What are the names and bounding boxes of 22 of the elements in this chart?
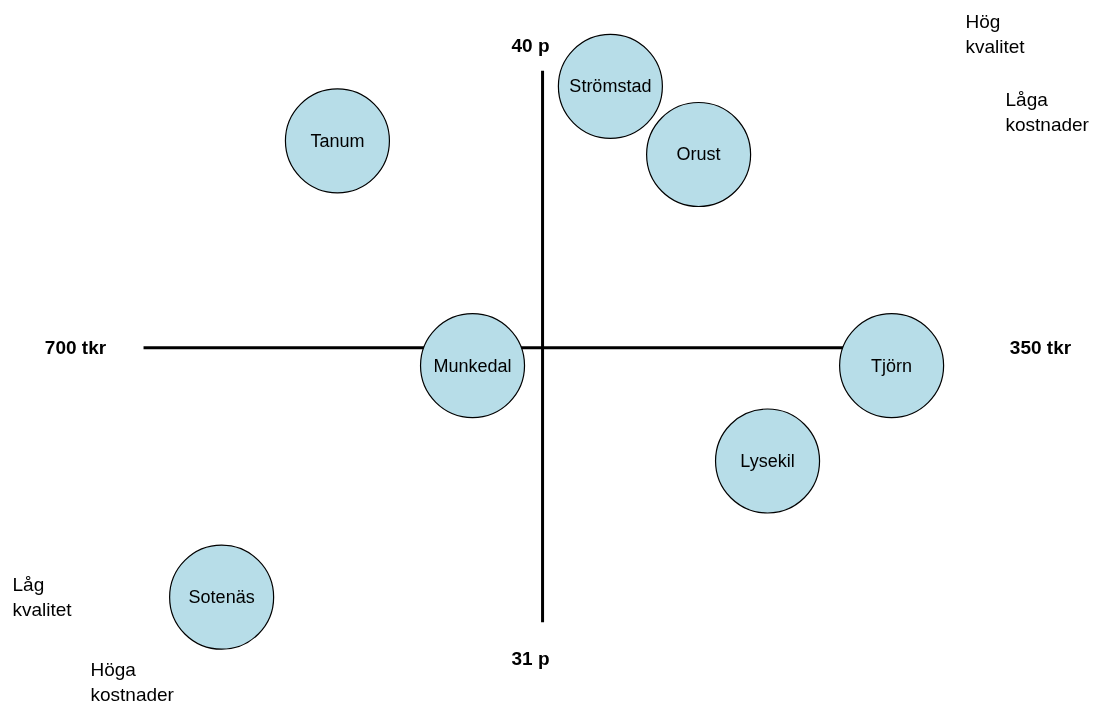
annotation: Låga kostnader	[1005, 88, 1090, 135]
text: Höga kostnader	[90, 659, 175, 706]
series-label: Strömstad	[569, 76, 652, 97]
point	[839, 313, 945, 419]
point	[714, 408, 821, 514]
text: Låg kvalitet	[12, 574, 73, 621]
y-tick-label: 31 p	[511, 648, 550, 669]
y-tick-label: 40 p	[511, 35, 550, 56]
point	[419, 313, 526, 419]
point	[557, 33, 663, 139]
point	[646, 101, 752, 207]
series-label: Tanum	[310, 130, 365, 151]
series-label: Munkedal	[433, 355, 512, 376]
series-label: Orust	[676, 144, 721, 165]
annotation: Hög kvalitet	[965, 10, 1026, 57]
point	[169, 544, 275, 650]
x-tick-label: 700 tkr	[44, 337, 107, 359]
x-tick-label: 350 tkr	[1009, 337, 1072, 359]
series-label: Tjörn	[871, 355, 913, 376]
series-label: Lysekil	[740, 450, 795, 471]
series-label: Sotenäs	[188, 587, 255, 608]
point	[284, 88, 391, 194]
